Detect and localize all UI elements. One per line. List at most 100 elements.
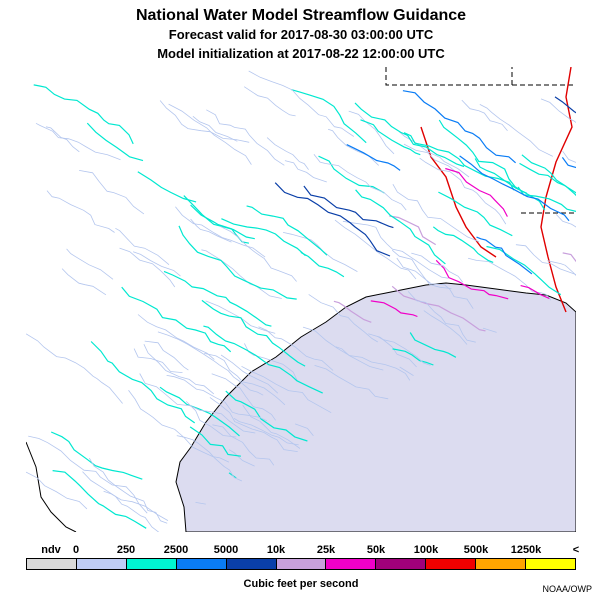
river-segment — [221, 218, 306, 257]
legend-tick-label: 50k — [366, 544, 386, 556]
legend-ticks: ndv 0 250 2500 5000 10k 25k 50k 100k 500k 1250k < — [26, 544, 580, 558]
river-segment — [459, 155, 570, 222]
river-segment — [28, 435, 148, 514]
river-segment — [314, 365, 389, 400]
legend: ndv 0 250 2500 5000 10k 25k 50k 100k 500k 1250k < — [26, 544, 580, 570]
river-segment — [183, 195, 255, 240]
river-segment — [517, 186, 576, 213]
river-segment — [391, 249, 452, 289]
river-segment — [399, 366, 414, 376]
river-segment — [203, 325, 323, 394]
river-segment — [399, 131, 470, 178]
river-segment — [377, 336, 431, 366]
river-segment — [482, 327, 497, 333]
river-segment — [79, 170, 145, 215]
river-segment — [163, 270, 272, 327]
legend-tick-label: 250 — [116, 544, 136, 556]
river-segment — [115, 227, 170, 266]
river-segment — [360, 119, 421, 156]
river-segment — [334, 219, 417, 280]
river-segment — [209, 397, 298, 452]
legend-swatch — [27, 559, 77, 569]
river-segment — [521, 154, 576, 197]
river-segment — [274, 182, 391, 257]
legend-swatch — [176, 559, 227, 569]
river-segment — [168, 103, 252, 165]
legend-tick-label: ndv — [41, 544, 61, 556]
river-segment — [33, 84, 134, 145]
legend-tick-label: 0 — [72, 544, 80, 556]
river-segment — [540, 98, 576, 123]
river-segment — [88, 457, 168, 524]
river-segment — [294, 423, 314, 436]
legend-swatch — [526, 559, 575, 569]
legend-swatch — [276, 559, 327, 569]
river-segment — [389, 215, 437, 246]
river-segment — [132, 251, 181, 277]
river-segment — [486, 245, 562, 296]
river-segment — [26, 333, 123, 404]
river-segment — [403, 132, 515, 191]
river-segment — [438, 119, 527, 194]
river-segment — [445, 167, 508, 217]
river-segment — [409, 332, 457, 358]
river-segment — [143, 344, 215, 395]
river-segment — [562, 252, 576, 263]
river-segment — [396, 257, 474, 309]
river-segment — [355, 189, 446, 265]
river-segment — [248, 70, 355, 137]
legend-swatch — [476, 559, 527, 569]
forecast-valid-text: Forecast valid for 2017-08-30 03:00:00 U… — [168, 27, 434, 42]
river-segment — [119, 247, 176, 288]
legend-tick-label: 1250k — [510, 544, 542, 556]
legend-tick-label: < — [572, 544, 580, 556]
river-segment — [159, 100, 250, 143]
river-segment — [46, 190, 115, 233]
legend-swatch — [126, 559, 177, 569]
river-segment — [137, 171, 197, 203]
river-segment — [313, 154, 407, 211]
river-segment — [391, 285, 486, 332]
river-segment — [244, 343, 298, 381]
river-segment — [520, 285, 550, 300]
river-segment — [547, 260, 576, 276]
legend-unit-label: Cubic feet per second — [243, 578, 359, 590]
river-segment — [86, 122, 144, 162]
river-segment — [233, 418, 299, 446]
river-segment — [291, 89, 367, 144]
river-segment — [212, 424, 275, 466]
river-segment — [438, 191, 513, 237]
river-segment — [354, 102, 465, 168]
river-segment — [159, 386, 240, 437]
river-segment — [66, 248, 114, 280]
river-segment — [190, 218, 232, 243]
river-segment — [303, 185, 394, 229]
river-segment — [461, 99, 508, 132]
legend-tick-label: 2500 — [163, 544, 189, 556]
legend-tick-label: 10k — [266, 544, 286, 556]
river-segment — [554, 96, 576, 114]
river-segment — [243, 86, 296, 117]
river-segment — [392, 184, 480, 243]
river-segment — [392, 348, 434, 366]
river-segment — [157, 331, 264, 396]
river-segment — [348, 110, 395, 155]
legend-tick-label: 25k — [316, 544, 336, 556]
river-segment — [342, 220, 449, 279]
river-segment — [211, 373, 276, 421]
legend-tick-label: 500k — [463, 544, 489, 556]
river-segment — [201, 249, 282, 299]
state-border — [385, 67, 576, 86]
river-segment — [318, 155, 385, 194]
river-segment — [61, 268, 107, 296]
river-segment — [192, 115, 238, 142]
river-segment — [467, 257, 552, 301]
river-segment — [121, 286, 232, 353]
river-segment — [519, 162, 576, 194]
river-segment — [333, 300, 372, 323]
river-segment — [346, 144, 401, 171]
legend-colorbar — [26, 558, 576, 570]
river-segment — [137, 314, 215, 360]
river-segment — [266, 137, 309, 170]
map-title: National Water Model Streamflow Guidance — [135, 7, 467, 24]
